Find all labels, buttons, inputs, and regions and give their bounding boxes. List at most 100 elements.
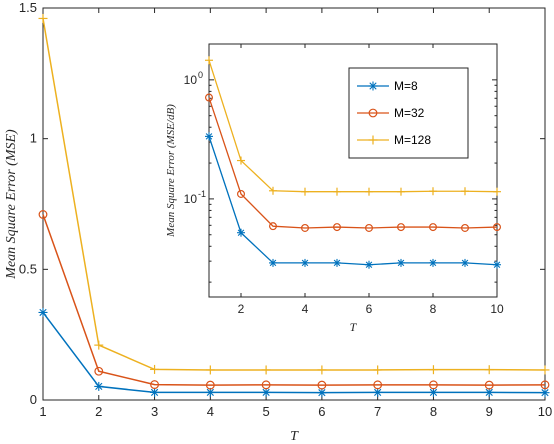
main-data-point (373, 365, 383, 375)
main-x-tick-label: 2 (95, 404, 102, 419)
inset-data-point-shape (397, 223, 406, 232)
main-data-point (261, 387, 271, 397)
inset-data-point (429, 258, 437, 267)
main-data-point (205, 365, 215, 375)
main-data-point-d (150, 388, 159, 397)
legend-item-M=128: M=128 (357, 133, 431, 147)
inset-data-point (301, 187, 309, 196)
inset-data-point-d (397, 259, 405, 267)
inset-data-point (205, 93, 214, 102)
main-data-point (484, 380, 494, 390)
main-y-tick-label: 1.5 (19, 0, 37, 15)
inset-x-tick-label: 8 (430, 302, 437, 316)
main-data-point (317, 365, 327, 375)
legend-marker (368, 81, 378, 91)
inset-data-point (461, 223, 470, 232)
main-data-point (150, 364, 160, 374)
main-x-tick-label: 10 (538, 404, 552, 419)
inset-data-point (237, 156, 245, 165)
legend-marker (368, 135, 378, 145)
inset-data-point (205, 132, 213, 141)
main-data-point-shape (38, 210, 48, 219)
main-data-point (38, 210, 48, 219)
inset-data-point (237, 189, 246, 198)
inset-x-tick-label: 6 (366, 302, 373, 316)
inset-y-tick-exponent: 0 (198, 70, 203, 80)
main-data-point (261, 365, 271, 375)
main-y-tick-label: 1 (30, 131, 37, 146)
inset-data-point-d (493, 261, 501, 268)
main-data-point (150, 380, 159, 390)
main-series-M=32 (38, 210, 550, 390)
inset-data-point-d (269, 259, 277, 267)
inset-x-tick-label: 4 (302, 302, 309, 316)
main-data-point (261, 380, 271, 390)
inset-data-point (333, 223, 342, 232)
inset-data-point-shape (269, 222, 278, 231)
legend-item-M=8: M=8 (357, 79, 418, 93)
main-data-point (373, 380, 383, 390)
main-x-tick-label: 1 (39, 404, 46, 419)
inset-data-point (205, 56, 213, 65)
inset-y-tick-exponent: -1 (198, 189, 206, 199)
inset-data-point-shape (461, 223, 470, 232)
inset-series-line (208, 136, 498, 266)
inset-data-point (365, 187, 373, 196)
main-data-point (429, 380, 438, 390)
inset-data-point (333, 258, 341, 267)
inset-data-point (397, 187, 405, 196)
inset-data-point-d (333, 259, 341, 267)
main-x-tick-label: 6 (318, 404, 325, 419)
main-series-line (42, 18, 546, 371)
main-data-point (38, 13, 48, 23)
inset-data-point (461, 258, 469, 267)
inset-data-point (397, 223, 406, 232)
legend-label: M=8 (394, 79, 418, 93)
inset-data-point-d (237, 229, 245, 236)
main-data-point (94, 366, 104, 376)
main-data-point (484, 365, 494, 375)
main-data-point (428, 365, 438, 375)
main-data-point-shape (205, 380, 215, 390)
main-data-point (428, 387, 438, 397)
inset-y-tick-label: 10 (184, 192, 198, 206)
main-data-point-d (429, 388, 438, 397)
main-data-point-shape (373, 380, 383, 390)
inset-data-point-shape (301, 223, 310, 232)
main-series-line (42, 214, 546, 386)
inset-series-M=128 (205, 56, 501, 196)
inset-data-point-d (461, 259, 469, 267)
main-data-point (94, 381, 104, 391)
inset-series-line (208, 97, 498, 229)
main-data-point-d (95, 382, 103, 391)
inset-data-point (237, 228, 245, 237)
main-data-point-shape (540, 380, 550, 390)
main-data-point (373, 387, 383, 397)
main-data-point-shape (317, 380, 327, 390)
main-y-axis-title: Mean Square Error (MSE) (4, 129, 19, 280)
main-data-point-d (541, 389, 549, 397)
main-x-tick-label: 3 (151, 404, 158, 419)
inset-data-point-d (365, 261, 373, 268)
inset-data-point (493, 260, 501, 269)
inset-data-point (429, 223, 438, 232)
inset-data-point-shape (205, 93, 214, 102)
inset-data-point-d (301, 259, 309, 267)
main-data-point-shape (94, 366, 104, 376)
inset-data-point-shape (493, 223, 502, 232)
legend-marker-d (369, 82, 377, 90)
inset-data-point (397, 258, 405, 267)
main-data-point-d (374, 388, 382, 397)
inset-data-point (461, 187, 469, 196)
main-data-point-shape (150, 380, 159, 390)
main-data-point (317, 380, 327, 390)
inset-data-point (365, 223, 374, 232)
main-data-point-d (206, 388, 214, 397)
legend-item-M=32: M=32 (357, 106, 425, 120)
inset-data-point (493, 223, 502, 232)
inset-series-line (208, 60, 498, 193)
inset-data-point (269, 258, 277, 267)
inset-data-point (429, 187, 437, 196)
inset-data-point (493, 187, 501, 196)
